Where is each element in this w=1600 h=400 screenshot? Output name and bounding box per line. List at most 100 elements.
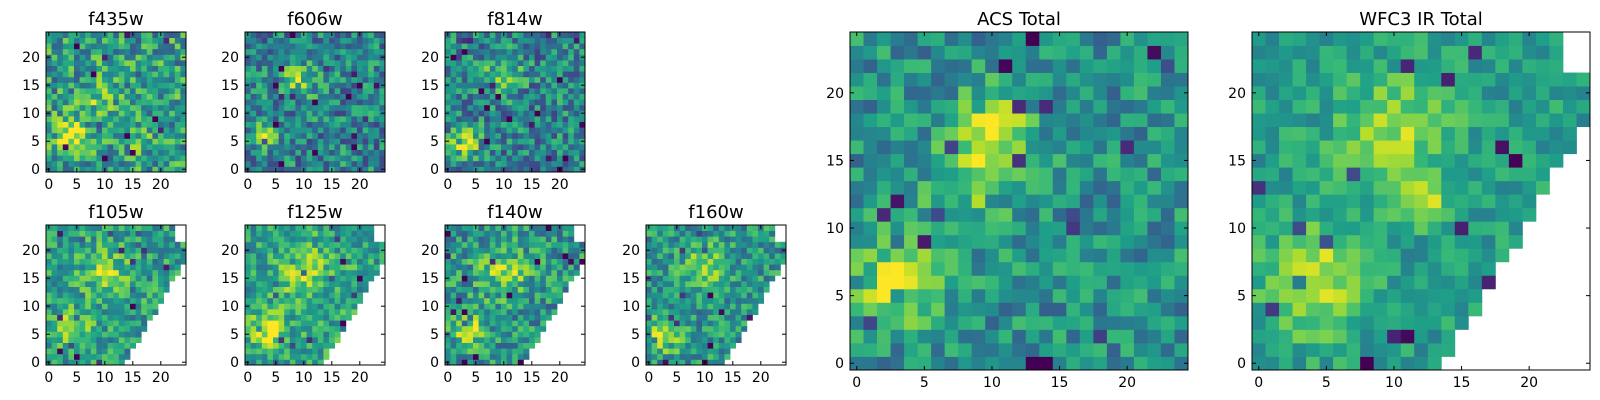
heatmap-cell xyxy=(685,230,692,237)
heatmap-cell xyxy=(971,180,986,195)
heatmap-cell xyxy=(68,65,75,72)
heatmap-cell xyxy=(489,359,496,366)
heatmap-cell xyxy=(730,342,736,349)
heatmap-cell xyxy=(169,88,176,94)
heatmap-cell xyxy=(971,126,986,141)
heatmap-cell xyxy=(1346,356,1361,371)
heatmap-cell xyxy=(368,269,375,276)
heatmap-cell xyxy=(317,88,324,94)
heatmap-cell xyxy=(534,241,541,248)
heatmap-cell xyxy=(278,258,285,265)
heatmap-cell xyxy=(345,138,352,145)
heatmap-cell xyxy=(124,230,131,237)
heatmap-cell xyxy=(707,230,714,237)
heatmap-cell xyxy=(301,353,307,360)
x-tick-label: 10 xyxy=(696,370,714,386)
heatmap-cell xyxy=(568,138,575,145)
heatmap-cell xyxy=(445,325,451,332)
heatmap-cell xyxy=(362,93,369,100)
heatmap-cell xyxy=(295,258,302,265)
heatmap-cell xyxy=(456,121,463,128)
heatmap-cell xyxy=(146,253,153,259)
heatmap-cell xyxy=(1120,45,1135,60)
heatmap-cell xyxy=(461,99,468,106)
heatmap-cell xyxy=(904,99,918,114)
heatmap-cell xyxy=(85,132,92,139)
heatmap-cell xyxy=(323,110,330,117)
heatmap-cell xyxy=(501,149,507,156)
heatmap-cell xyxy=(958,167,973,182)
heatmap-cell xyxy=(1346,315,1361,330)
heatmap-cell xyxy=(312,144,319,150)
heatmap-cell xyxy=(512,348,519,355)
heatmap-cell xyxy=(529,275,535,282)
heatmap-cell xyxy=(317,353,324,360)
heatmap-cell xyxy=(506,110,513,117)
heatmap-cell xyxy=(461,281,468,287)
heatmap-cell xyxy=(158,99,164,106)
heatmap-cell xyxy=(250,43,257,50)
heatmap-cell xyxy=(1066,113,1081,128)
heatmap-cell xyxy=(904,113,918,128)
heatmap-cell xyxy=(568,275,575,282)
heatmap-cell xyxy=(130,144,136,150)
heatmap-cell xyxy=(944,167,959,182)
heatmap-cell xyxy=(752,253,759,259)
heatmap-cell xyxy=(931,113,946,128)
heatmap-cell xyxy=(368,241,375,248)
heatmap-cell xyxy=(1052,342,1067,357)
heatmap-cell xyxy=(685,236,692,243)
heatmap-cell xyxy=(958,113,973,128)
heatmap-cell xyxy=(317,166,324,173)
heatmap-cell xyxy=(46,269,52,276)
heatmap-cell xyxy=(495,269,502,276)
heatmap-cell xyxy=(1174,153,1189,168)
heatmap-cell xyxy=(484,281,491,287)
heatmap-cell xyxy=(295,297,302,304)
heatmap-cell xyxy=(557,258,563,265)
heatmap-cell xyxy=(1039,167,1054,182)
heatmap-cell xyxy=(707,320,714,327)
heatmap-cell xyxy=(696,230,703,237)
heatmap-cell xyxy=(545,314,552,321)
heatmap-cell xyxy=(245,48,251,55)
heatmap-cell xyxy=(62,99,69,106)
heatmap-cell xyxy=(256,247,263,254)
heatmap-cell xyxy=(534,144,541,150)
heatmap-cell xyxy=(1012,288,1027,303)
heatmap-cell xyxy=(1400,288,1415,303)
heatmap-cell xyxy=(146,286,153,293)
heatmap-cell xyxy=(573,93,580,100)
heatmap-cell xyxy=(450,264,457,271)
heatmap-cell xyxy=(461,132,468,139)
heatmap-cell xyxy=(1292,342,1307,357)
heatmap-cell xyxy=(169,155,176,162)
heatmap-cell xyxy=(495,286,502,293)
heatmap-cell xyxy=(317,132,324,139)
heatmap-cell xyxy=(467,269,474,276)
heatmap-cell xyxy=(523,99,530,106)
heatmap-cell xyxy=(579,60,586,66)
heatmap-cell xyxy=(273,342,279,349)
heatmap-cell xyxy=(1147,113,1162,128)
heatmap-cell xyxy=(523,303,530,310)
heatmap-cell xyxy=(523,225,530,231)
heatmap-cell xyxy=(329,258,335,265)
heatmap-cell xyxy=(301,269,307,276)
heatmap-cell xyxy=(512,320,519,327)
heatmap-cell xyxy=(763,258,770,265)
heatmap-cell xyxy=(169,71,176,78)
heatmap-cell xyxy=(373,104,380,111)
heatmap-cell xyxy=(295,99,302,106)
heatmap-cell xyxy=(334,241,341,248)
heatmap-cell xyxy=(1346,288,1361,303)
heatmap-cell xyxy=(141,116,148,122)
heatmap-cell xyxy=(506,116,513,122)
heatmap-cell xyxy=(540,314,547,321)
heatmap-cell xyxy=(141,37,148,44)
heatmap-cell xyxy=(534,60,541,66)
heatmap-cell xyxy=(1292,261,1307,276)
heatmap-cell xyxy=(289,359,296,366)
heatmap-cell xyxy=(1012,221,1027,236)
heatmap-cell xyxy=(113,314,120,321)
